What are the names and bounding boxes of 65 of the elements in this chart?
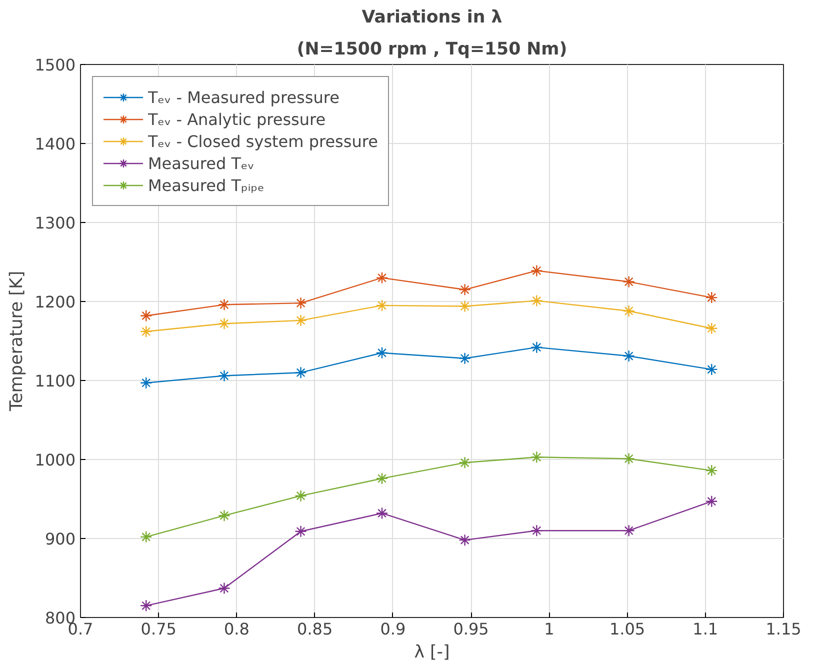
point <box>376 507 388 520</box>
point <box>376 472 388 485</box>
point <box>458 352 471 364</box>
point <box>294 490 307 502</box>
point <box>218 370 230 382</box>
x-tick-label: 1.15 <box>766 620 802 638</box>
point <box>140 310 152 322</box>
x-tick-label: 0.9 <box>380 620 406 638</box>
point <box>530 524 543 537</box>
point <box>458 284 471 296</box>
point <box>530 451 543 464</box>
legend-label: Measured Tₑᵥ <box>148 154 254 172</box>
y-tick-label: 1200 <box>34 292 76 312</box>
x-tick-label: 0.75 <box>140 620 176 638</box>
legend-label: Tₑᵥ - Closed system pressure <box>148 132 378 150</box>
point <box>140 376 152 389</box>
point <box>622 350 635 362</box>
point <box>622 524 635 537</box>
point <box>218 318 230 330</box>
point <box>706 322 718 334</box>
point <box>140 325 152 338</box>
y-axis-title: Temperature [K] <box>6 270 27 412</box>
point <box>622 276 635 288</box>
point <box>458 456 471 469</box>
point <box>376 299 388 312</box>
point <box>294 314 307 327</box>
point <box>706 495 718 508</box>
legend-label: Tₑᵥ - Measured pressure <box>148 88 340 106</box>
y-tick-label: 1400 <box>34 134 76 154</box>
point <box>294 366 307 379</box>
x-tick-label: 1.1 <box>692 620 718 638</box>
point <box>376 346 388 359</box>
chart-title: Variations in λ <box>362 8 502 28</box>
y-tick-label: 900 <box>44 530 76 548</box>
y-tick-label: 1300 <box>34 214 76 232</box>
point <box>140 600 152 612</box>
point <box>218 509 230 522</box>
point <box>294 525 307 538</box>
point <box>294 296 307 310</box>
x-tick-label: 1 <box>544 620 554 638</box>
x-tick-label: 0.85 <box>297 620 333 638</box>
x-tick-label: 0.95 <box>453 620 489 638</box>
legend-label: Tₑᵥ - Analytic pressure <box>148 110 326 128</box>
y-tick-label: 1500 <box>34 56 76 74</box>
x-axis-title: λ [-] <box>414 642 450 662</box>
point <box>218 582 230 594</box>
point <box>622 452 635 465</box>
y-tick-label: 1100 <box>34 372 76 390</box>
point <box>218 298 230 311</box>
point <box>706 291 718 304</box>
point <box>530 294 543 307</box>
chart-subtitle: (N=1500 rpm , Tq=150 Nm) <box>296 40 568 60</box>
x-tick-label: 1.05 <box>609 620 646 638</box>
point <box>376 272 388 284</box>
point <box>530 341 543 354</box>
point <box>706 464 718 477</box>
point <box>706 363 718 376</box>
point <box>622 304 635 318</box>
legend-label: Measured Tₚᵢₚₑ <box>148 176 264 194</box>
point <box>140 530 152 544</box>
y-tick-label: 1000 <box>34 450 76 470</box>
point <box>530 264 543 277</box>
point <box>458 534 471 546</box>
point <box>458 300 471 312</box>
x-tick-label: 0.8 <box>224 620 250 638</box>
